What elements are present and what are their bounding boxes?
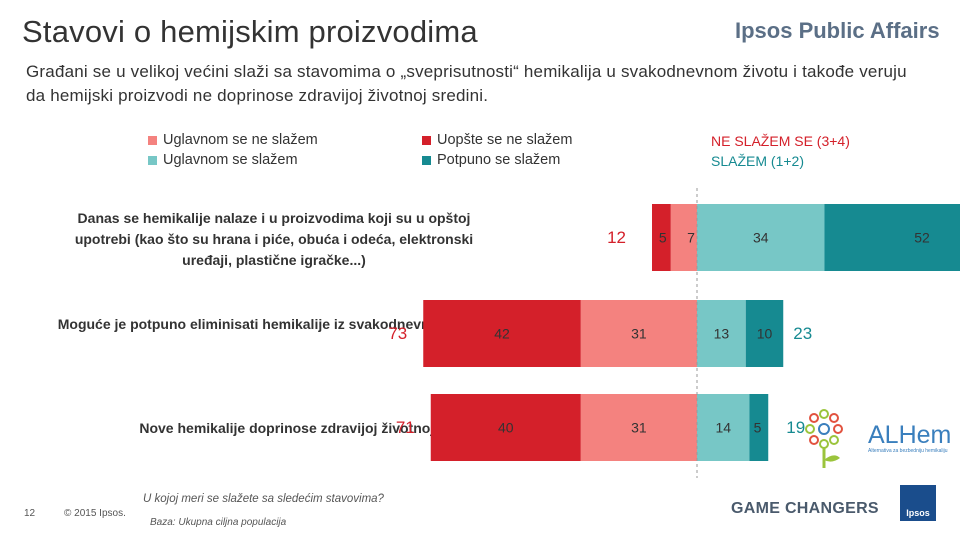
bar-value-label: 13 (714, 326, 730, 342)
total-agree-label: 23 (793, 324, 812, 343)
bar-value-label: 5 (659, 230, 667, 246)
bar-value-label: 31 (631, 326, 647, 342)
ipsos-logo-text: Ipsos (906, 508, 930, 518)
alhem-logo-text: ALHem (868, 421, 951, 450)
bar-value-label: 5 (754, 420, 762, 436)
bar-value-label: 14 (715, 420, 731, 436)
bar-value-label: 42 (494, 326, 510, 342)
copyright: © 2015 Ipsos. (64, 508, 126, 519)
bar-value-label: 31 (631, 420, 647, 436)
base-note: Baza: Ukupna ciljna populacija (150, 517, 286, 528)
alhem-logo-subtitle: Alternativa za bezbedniju hemikaliju (868, 448, 948, 454)
total-disagree-label: 12 (607, 228, 626, 247)
bar-value-label: 40 (498, 420, 514, 436)
page-number: 12 (24, 508, 35, 519)
bar-strongly-agree (825, 204, 960, 271)
total-disagree-label: 73 (388, 324, 407, 343)
total-disagree-label: 71 (396, 418, 415, 437)
alhem-flower-icon (800, 408, 866, 470)
survey-question: U kojoj meri se slažete sa sledećim stav… (143, 493, 384, 505)
game-changers-logo: GAME CHANGERS (731, 500, 879, 518)
ipsos-logo: Ipsos (900, 485, 936, 521)
bar-value-label: 10 (757, 326, 773, 342)
bar-value-label: 34 (753, 230, 769, 246)
bar-value-label: 52 (914, 230, 930, 246)
bar-value-label: 7 (687, 230, 695, 246)
